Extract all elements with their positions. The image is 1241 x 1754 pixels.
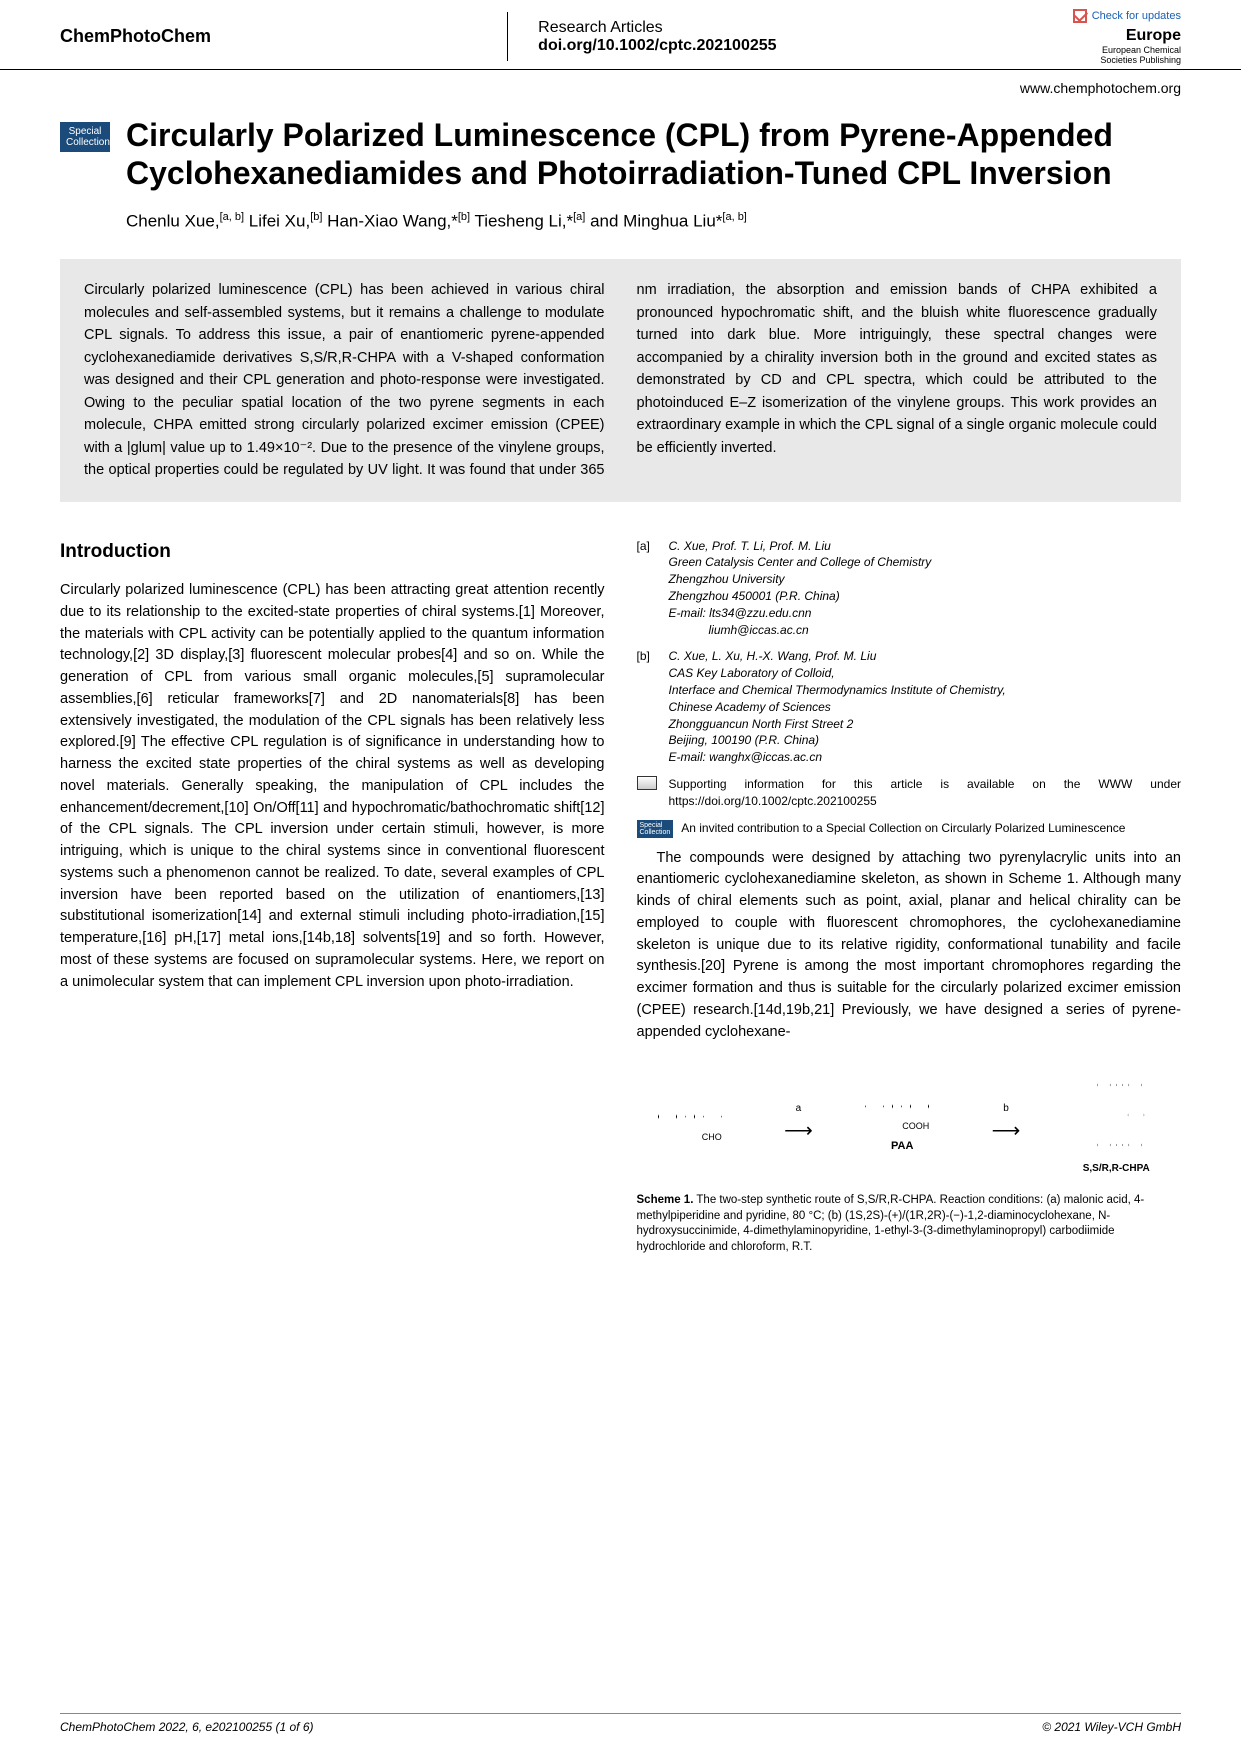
journal-name: ChemPhotoChem [60, 26, 211, 47]
cooh-label: COOH [875, 1120, 929, 1134]
affiliation-b: [b] C. Xue, L. Xu, H.-X. Wang, Prof. M. … [637, 648, 1182, 766]
arrow-a: a ⟶ [784, 1101, 813, 1146]
article-title: Circularly Polarized Luminescence (CPL) … [126, 116, 1181, 193]
pyrene-icon [875, 1092, 929, 1120]
scheme-1: CHO a ⟶ COOH PAA b ⟶ [637, 1053, 1182, 1255]
main-content: Special Collection Circularly Polarized … [0, 116, 1241, 1255]
scheme-caption-text: The two-step synthetic route of S,S/R,R-… [637, 1194, 1145, 1253]
intro-heading: Introduction [60, 538, 605, 567]
title-area: Special Collection Circularly Polarized … [60, 116, 1181, 193]
title-text: Circularly Polarized Luminescence (CPL) … [126, 116, 1181, 193]
arrow-a-label: a [784, 1101, 813, 1116]
mol-reactant: CHO [668, 1103, 722, 1145]
affil-b-l3: Chinese Academy of Sciences [669, 699, 1006, 716]
cyclohexane-icon [1127, 1106, 1144, 1123]
supp-icon-wrap [637, 776, 661, 810]
affiliation-a: [a] C. Xue, Prof. T. Li, Prof. M. Liu Gr… [637, 538, 1182, 639]
invited-note: SpecialCollection An invited contributio… [637, 820, 1182, 838]
badge-line2: Collection [66, 137, 104, 148]
affil-b-l5: Beijing, 100190 (P.R. China) [669, 732, 1006, 749]
check-updates-text: Check for updates [1092, 10, 1181, 22]
pyrene-icon [1104, 1075, 1142, 1095]
product-label: S,S/R,R-CHPA [1083, 1161, 1150, 1176]
affil-b-body: C. Xue, L. Xu, H.-X. Wang, Prof. M. Liu … [669, 648, 1006, 766]
affil-b-l1: CAS Key Laboratory of Colloid, [669, 665, 1006, 682]
arrow-b: b ⟶ [992, 1101, 1021, 1146]
cho-label: CHO [668, 1131, 722, 1145]
badge-line1: Special [66, 126, 104, 137]
sc-badge-wrap: SpecialCollection [637, 820, 674, 838]
affil-b-l6: E-mail: wanghx@iccas.ac.cn [669, 749, 1006, 766]
affil-a-l5: liumh@iccas.ac.cn [669, 622, 932, 639]
check-updates-link[interactable]: Check for updates [1073, 9, 1181, 23]
author-list: Chenlu Xue,[a, b] Lifei Xu,[b] Han-Xiao … [126, 211, 1181, 232]
affil-b-names: C. Xue, L. Xu, H.-X. Wang, Prof. M. Liu [669, 648, 1006, 665]
scheme-1-figure: CHO a ⟶ COOH PAA b ⟶ [637, 1053, 1182, 1193]
arrow-b-label: b [992, 1101, 1021, 1116]
intro-paragraph-2: The compounds were designed by attaching… [637, 848, 1182, 1044]
pyrene-icon [1104, 1135, 1142, 1155]
affil-a-l2: Zhengzhou University [669, 571, 932, 588]
page-footer: ChemPhotoChem 2022, 6, e202100255 (1 of … [60, 1713, 1181, 1734]
invited-text: An invited contribution to a Special Col… [681, 820, 1125, 838]
affil-a-label: [a] [637, 538, 661, 639]
document-icon [637, 776, 657, 790]
affil-a-l1: Green Catalysis Center and College of Ch… [669, 554, 932, 571]
scheme-1-caption: Scheme 1. The two-step synthetic route o… [637, 1193, 1182, 1255]
footer-right: © 2021 Wiley-VCH GmbH [1042, 1720, 1181, 1734]
arrow-right-icon: ⟶ [992, 1116, 1021, 1146]
abstract: Circularly polarized luminescence (CPL) … [60, 259, 1181, 501]
paa-label: PAA [875, 1138, 929, 1155]
article-category: Research Articles [538, 19, 776, 37]
doi-link[interactable]: doi.org/10.1002/cptc.202100255 [538, 37, 776, 55]
mol-paa: COOH PAA [875, 1092, 929, 1154]
affil-a-l3: Zhengzhou 450001 (P.R. China) [669, 588, 932, 605]
pyrene-icon [668, 1103, 722, 1131]
arrow-right-icon: ⟶ [784, 1116, 813, 1146]
mol-product: S,S/R,R-CHPA [1083, 1071, 1150, 1176]
intro-paragraph-1: Circularly polarized luminescence (CPL) … [60, 580, 605, 993]
supp-text[interactable]: Supporting information for this article … [669, 776, 1182, 810]
affil-b-l4: Zhongguancun North First Street 2 [669, 716, 1006, 733]
affil-a-body: C. Xue, Prof. T. Li, Prof. M. Liu Green … [669, 538, 932, 639]
page-header: ChemPhotoChem Research Articles doi.org/… [0, 0, 1241, 70]
supporting-info: Supporting information for this article … [637, 776, 1182, 810]
journal-url[interactable]: www.chemphotochem.org [0, 70, 1241, 106]
affil-a-names: C. Xue, Prof. T. Li, Prof. M. Liu [669, 538, 932, 555]
check-icon [1073, 9, 1087, 23]
affiliations: [a] C. Xue, Prof. T. Li, Prof. M. Liu Gr… [637, 538, 1182, 838]
special-collection-badge-small: SpecialCollection [637, 820, 674, 838]
affil-a-l4: E-mail: lts34@zzu.edu.cnn [669, 605, 932, 622]
scheme-caption-bold: Scheme 1. [637, 1194, 694, 1206]
publisher-brand: Europe [1073, 27, 1181, 45]
publisher-sub1: European Chemical [1073, 45, 1181, 55]
footer-left: ChemPhotoChem 2022, 6, e202100255 (1 of … [60, 1720, 314, 1734]
special-collection-badge: Special Collection [60, 122, 110, 152]
body-columns: Introduction Circularly polarized lumine… [60, 538, 1181, 1256]
affil-b-l2: Interface and Chemical Thermodynamics In… [669, 682, 1006, 699]
header-center: Research Articles doi.org/10.1002/cptc.2… [507, 12, 776, 61]
header-right: Check for updates Europe European Chemic… [1073, 9, 1181, 65]
affil-b-label: [b] [637, 648, 661, 766]
publisher-sub2: Societies Publishing [1073, 55, 1181, 65]
